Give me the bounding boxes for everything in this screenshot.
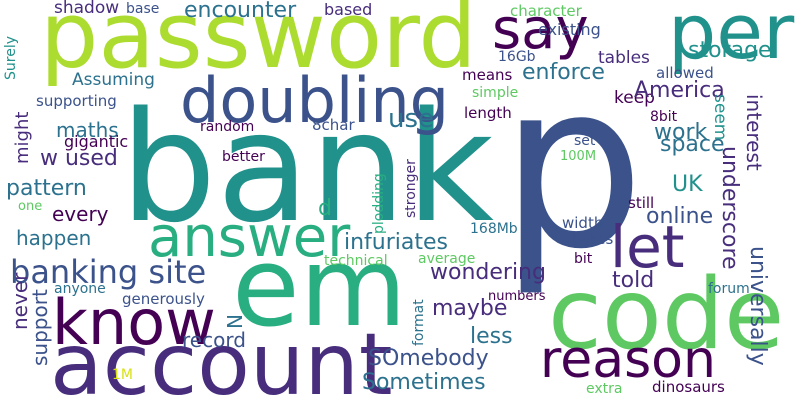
word-still: still: [628, 194, 655, 212]
word-generously: generously: [122, 290, 205, 308]
word-america: America: [634, 78, 725, 103]
word-keep: keep: [614, 88, 655, 108]
word-told: told: [612, 268, 655, 293]
word-plodding: plodding: [371, 173, 387, 234]
word-p: p: [500, 33, 645, 299]
word-8char: 8char: [312, 116, 355, 134]
word-forum: forum: [708, 281, 750, 297]
word-underscore: underscore: [717, 146, 742, 270]
word-password: password: [40, 0, 477, 89]
word-interest: interest: [742, 94, 766, 171]
word-dinosaurs: dinosaurs: [652, 378, 725, 396]
word-means: means: [462, 66, 513, 84]
word-existing: existing: [538, 20, 601, 39]
word-extra: extra: [586, 381, 623, 397]
word-maths: maths: [56, 118, 119, 142]
word-never: never: [8, 272, 32, 330]
word-stronger: stronger: [403, 159, 419, 218]
word-reason: reason: [540, 330, 716, 390]
word-length: length: [464, 104, 512, 122]
word-universally: universally: [745, 246, 770, 366]
word-support: support: [28, 289, 52, 366]
word-base: base: [126, 1, 160, 17]
word-answer: answer: [148, 205, 351, 270]
word-account: account: [50, 315, 393, 400]
word-uk: UK: [672, 172, 703, 197]
word-every: every: [52, 202, 109, 226]
word-encounter: encounter: [184, 0, 297, 23]
word-168mb: 168Mb: [470, 221, 518, 237]
word-per: per: [668, 0, 795, 76]
word-width: width: [562, 214, 604, 232]
word-8bit: 8bit: [650, 109, 678, 125]
word-tables: tables: [598, 48, 650, 68]
word-doubling: doubling: [180, 64, 450, 137]
word-average: average: [418, 251, 476, 267]
word-somebody: SOmebody: [368, 346, 489, 371]
word-infuriates: infuriates: [344, 230, 449, 255]
word-based: based: [324, 0, 373, 19]
word-banking-site: banking site: [10, 253, 207, 291]
word-let: let: [610, 213, 685, 281]
word-enforce: enforce: [522, 60, 605, 85]
word-use: use: [388, 104, 435, 134]
word-better: better: [222, 149, 265, 165]
word-em: em: [232, 223, 407, 351]
word-w-used: w used: [40, 146, 118, 171]
word-maybe: maybe: [432, 296, 508, 321]
word-assuming: Assuming: [72, 70, 155, 90]
word-supporting: supporting: [36, 92, 117, 110]
word-less: less: [470, 324, 513, 349]
word-100m: 100M: [560, 149, 597, 164]
word-16gb: 16Gb: [498, 49, 536, 65]
word-wondering: wondering: [430, 260, 546, 285]
word-work: work: [654, 120, 708, 145]
word-format: format: [411, 299, 427, 346]
word-simple: simple: [472, 85, 519, 101]
word-space: space: [660, 132, 725, 157]
word-happen: happen: [16, 226, 92, 250]
word-technical: technical: [324, 253, 388, 269]
word-bank: bank: [120, 79, 494, 256]
word-set: set: [574, 133, 596, 149]
word-gigantic: gigantic: [64, 132, 129, 151]
word-say: say: [492, 0, 589, 62]
word-bytes: bytes: [572, 230, 614, 248]
word-might: might: [12, 111, 33, 164]
word-random: random: [200, 119, 255, 135]
word-1m: 1M: [112, 367, 133, 383]
word-code: code: [548, 258, 785, 372]
word-pattern: pattern: [6, 176, 87, 201]
word-bit: bit: [574, 251, 593, 267]
word-know: know: [52, 286, 216, 359]
word-numbers: numbers: [488, 289, 546, 304]
word-allowed: allowed: [656, 64, 714, 82]
word-one: one: [18, 199, 43, 214]
word-storage: storage: [688, 38, 772, 63]
word-anyone: anyone: [54, 281, 106, 297]
word-record: record: [182, 328, 246, 352]
word-character: character: [510, 2, 582, 20]
word-online: online: [646, 204, 714, 229]
word-surely: Surely: [3, 36, 19, 80]
word-d: d: [318, 196, 332, 221]
word-sometimes: Sometimes: [362, 370, 486, 395]
word-shadow: shadow: [54, 0, 120, 18]
word-n: N: [222, 314, 246, 329]
